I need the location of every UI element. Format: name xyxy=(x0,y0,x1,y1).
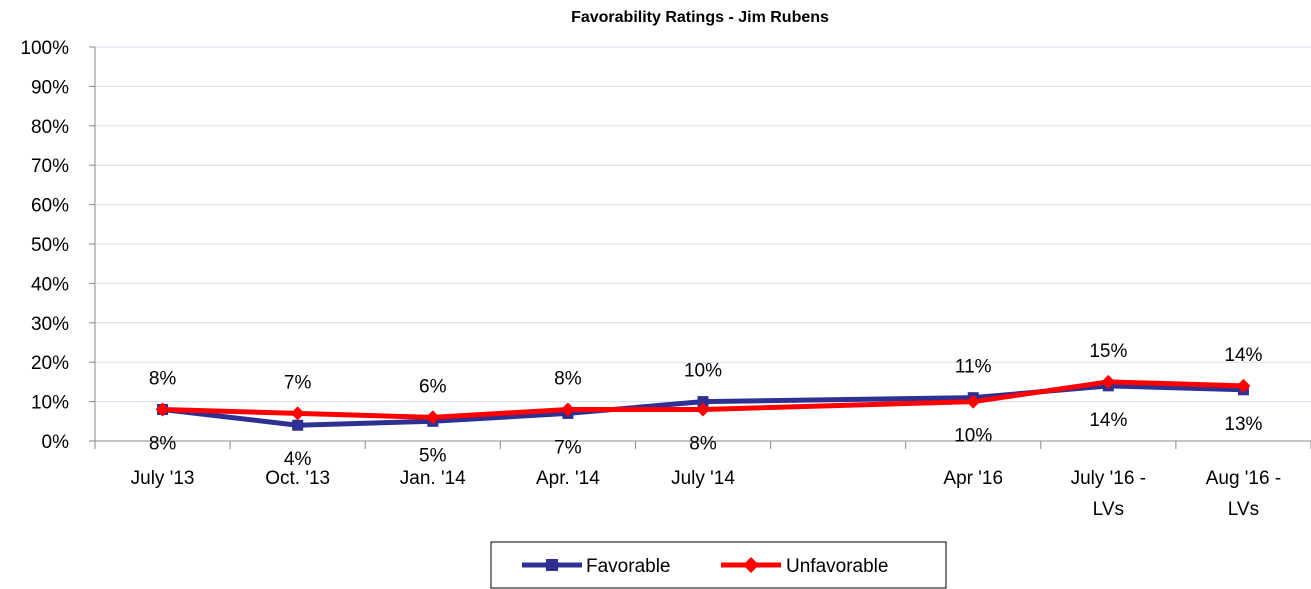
legend: Favorable Unfavorable xyxy=(490,541,947,589)
y-tick-label: 90% xyxy=(31,77,69,98)
legend-swatch-marker xyxy=(546,559,558,571)
data-point-unfavorable xyxy=(1101,374,1116,389)
data-label-favorable: 5% xyxy=(419,445,447,466)
data-label-unfavorable: 6% xyxy=(419,376,447,397)
data-point-unfavorable xyxy=(425,410,440,425)
x-tick-label: LVs xyxy=(1228,499,1259,520)
data-label-favorable: 11% xyxy=(955,357,992,378)
y-tick-label: 60% xyxy=(31,196,69,217)
data-label-unfavorable: 8% xyxy=(689,433,717,454)
data-point-unfavorable xyxy=(560,402,575,417)
y-tick-label: 30% xyxy=(31,314,69,335)
chart-title: Favorability Ratings - Jim Rubens xyxy=(571,9,829,26)
axes xyxy=(89,46,1311,449)
data-label-favorable: 14% xyxy=(1089,410,1127,431)
y-tick-label: 20% xyxy=(31,353,69,374)
x-tick-label: July '13 xyxy=(131,468,195,489)
y-axis-tick-labels: 0% 10% 20% 30% 40% 50% 60% 70% 80% 90% 100% xyxy=(20,38,69,453)
data-label-unfavorable: 14% xyxy=(1224,345,1262,366)
data-label-favorable: 4% xyxy=(284,449,312,470)
x-tick-label: Jan. '14 xyxy=(400,468,466,489)
legend-label: Favorable xyxy=(586,556,671,577)
x-tick-label: Oct. '13 xyxy=(265,468,330,489)
y-tick-label: 70% xyxy=(31,156,69,177)
data-label-unfavorable: 10% xyxy=(954,426,992,447)
y-tick-label: 50% xyxy=(31,235,69,256)
x-axis-tick-labels: July '13 Oct. '13 Jan. '14 Apr. '14 July '14… xyxy=(131,468,1282,520)
y-tick-label: 40% xyxy=(31,274,69,295)
x-tick-label: Aug '16 - xyxy=(1206,468,1281,489)
y-tick-label: 100% xyxy=(20,38,69,59)
data-point-unfavorable xyxy=(966,394,981,409)
y-tick-label: 80% xyxy=(31,117,69,138)
data-label-favorable: 10% xyxy=(684,361,722,382)
data-labels: 8% 8% 7% 4% 6% 5% 8% 7% 10% 8% 11% 10% 15% 14% 14% 13% xyxy=(149,341,1263,470)
x-tick-label: LVs xyxy=(1093,499,1124,520)
series-line-unfavorable xyxy=(162,379,1244,420)
x-tick-label: Apr. '14 xyxy=(536,468,600,489)
data-label-unfavorable: 8% xyxy=(149,368,177,389)
data-label-unfavorable: 7% xyxy=(284,372,312,393)
y-tick-label: 0% xyxy=(42,432,70,453)
data-point-favorable xyxy=(292,419,304,431)
data-label-favorable: 13% xyxy=(1224,414,1262,435)
x-tick-label: Apr '16 xyxy=(943,468,1003,489)
data-point-unfavorable xyxy=(1236,378,1251,393)
data-label-favorable: 8% xyxy=(149,433,177,454)
y-tick-label: 10% xyxy=(31,393,69,414)
data-label-unfavorable: 8% xyxy=(554,368,582,389)
gridlines xyxy=(95,46,1311,403)
data-point-favorable xyxy=(697,396,709,408)
x-tick-label: July '16 - xyxy=(1071,468,1146,489)
series-lines xyxy=(155,374,1251,431)
data-point-unfavorable xyxy=(290,406,305,421)
data-label-favorable: 7% xyxy=(554,437,582,458)
data-point-unfavorable xyxy=(155,402,170,417)
data-point-unfavorable xyxy=(696,402,710,417)
x-tick-label: July '14 xyxy=(671,468,735,489)
legend-label: Unfavorable xyxy=(786,556,888,577)
data-label-unfavorable: 15% xyxy=(1089,341,1127,362)
legend-swatch-marker xyxy=(743,557,759,573)
